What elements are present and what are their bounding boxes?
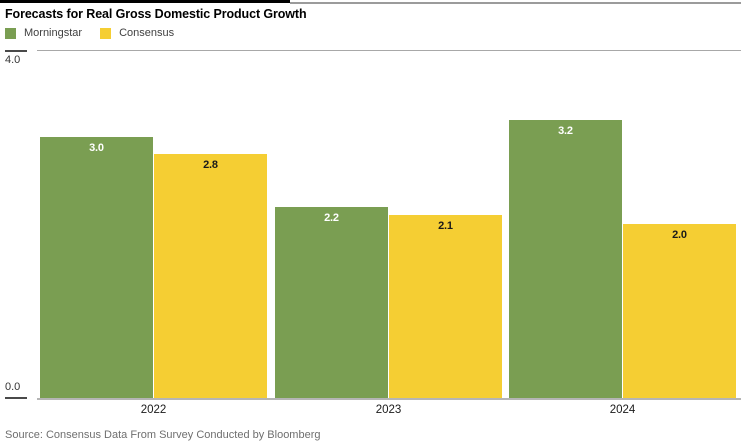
bar-value-label: 3.0 [89, 142, 104, 154]
top-rule-line [290, 2, 741, 4]
y-axis-label-min: 0.0 [5, 381, 21, 393]
legend-item-morningstar: Morningstar [5, 27, 82, 39]
legend-label-consensus: Consensus [119, 27, 175, 39]
bar-value-label: 2.2 [324, 212, 339, 224]
x-axis-label-2022: 2022 [140, 404, 167, 416]
bar-value-label: 2.8 [203, 159, 218, 171]
legend: Morningstar Consensus [5, 27, 174, 39]
top-accent-bar [0, 0, 290, 3]
y-axis-label-max: 4.0 [5, 54, 21, 66]
source-note: Source: Consensus Data From Survey Condu… [5, 429, 321, 441]
bar-consensus-2022: 2.8 [154, 154, 267, 398]
y-axis-top-tick [5, 50, 27, 52]
chart-title: Forecasts for Real Gross Domestic Produc… [5, 7, 307, 21]
legend-item-consensus: Consensus [100, 27, 174, 39]
bar-morningstar-2022: 3.0 [40, 137, 153, 398]
y-axis-top-gridline [37, 50, 741, 51]
bar-morningstar-2024: 3.2 [509, 120, 622, 398]
bar-value-label: 2.0 [672, 229, 687, 241]
bar-value-label: 3.2 [558, 125, 573, 137]
legend-label-morningstar: Morningstar [24, 27, 83, 39]
x-axis-label-2023: 2023 [375, 404, 402, 416]
bar-value-label: 2.1 [438, 220, 453, 232]
x-axis-line [37, 398, 741, 400]
y-axis-bottom-tick [5, 397, 27, 399]
bar-consensus-2023: 2.1 [389, 215, 502, 398]
bar-morningstar-2023: 2.2 [275, 207, 388, 398]
bar-consensus-2024: 2.0 [623, 224, 736, 398]
x-axis-label-2024: 2024 [609, 404, 636, 416]
morningstar-swatch-icon [5, 27, 16, 39]
consensus-swatch-icon [100, 27, 112, 39]
